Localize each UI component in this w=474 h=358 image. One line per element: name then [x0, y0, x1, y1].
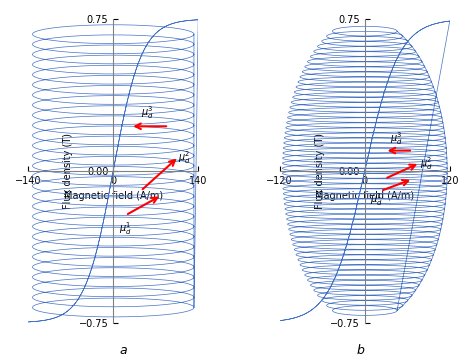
Text: $\mu_d^{2}$: $\mu_d^{2}$	[420, 155, 433, 172]
X-axis label: Magnetic field (A/m): Magnetic field (A/m)	[64, 191, 163, 201]
Text: $\mu_d^{3}$: $\mu_d^{3}$	[141, 105, 154, 121]
Y-axis label: Flux density (T): Flux density (T)	[63, 133, 73, 209]
Y-axis label: Flux density (T): Flux density (T)	[315, 133, 325, 209]
Text: $\mu_d^{1}$: $\mu_d^{1}$	[371, 192, 383, 208]
Text: a: a	[119, 344, 127, 357]
X-axis label: Magnetic field (A/m): Magnetic field (A/m)	[315, 191, 414, 201]
Text: b: b	[356, 344, 364, 357]
Text: $\mu_d^{3}$: $\mu_d^{3}$	[390, 131, 403, 147]
Text: $\mu_d^{2}$: $\mu_d^{2}$	[178, 149, 190, 166]
Text: $\mu_d^{1}$: $\mu_d^{1}$	[119, 220, 132, 237]
